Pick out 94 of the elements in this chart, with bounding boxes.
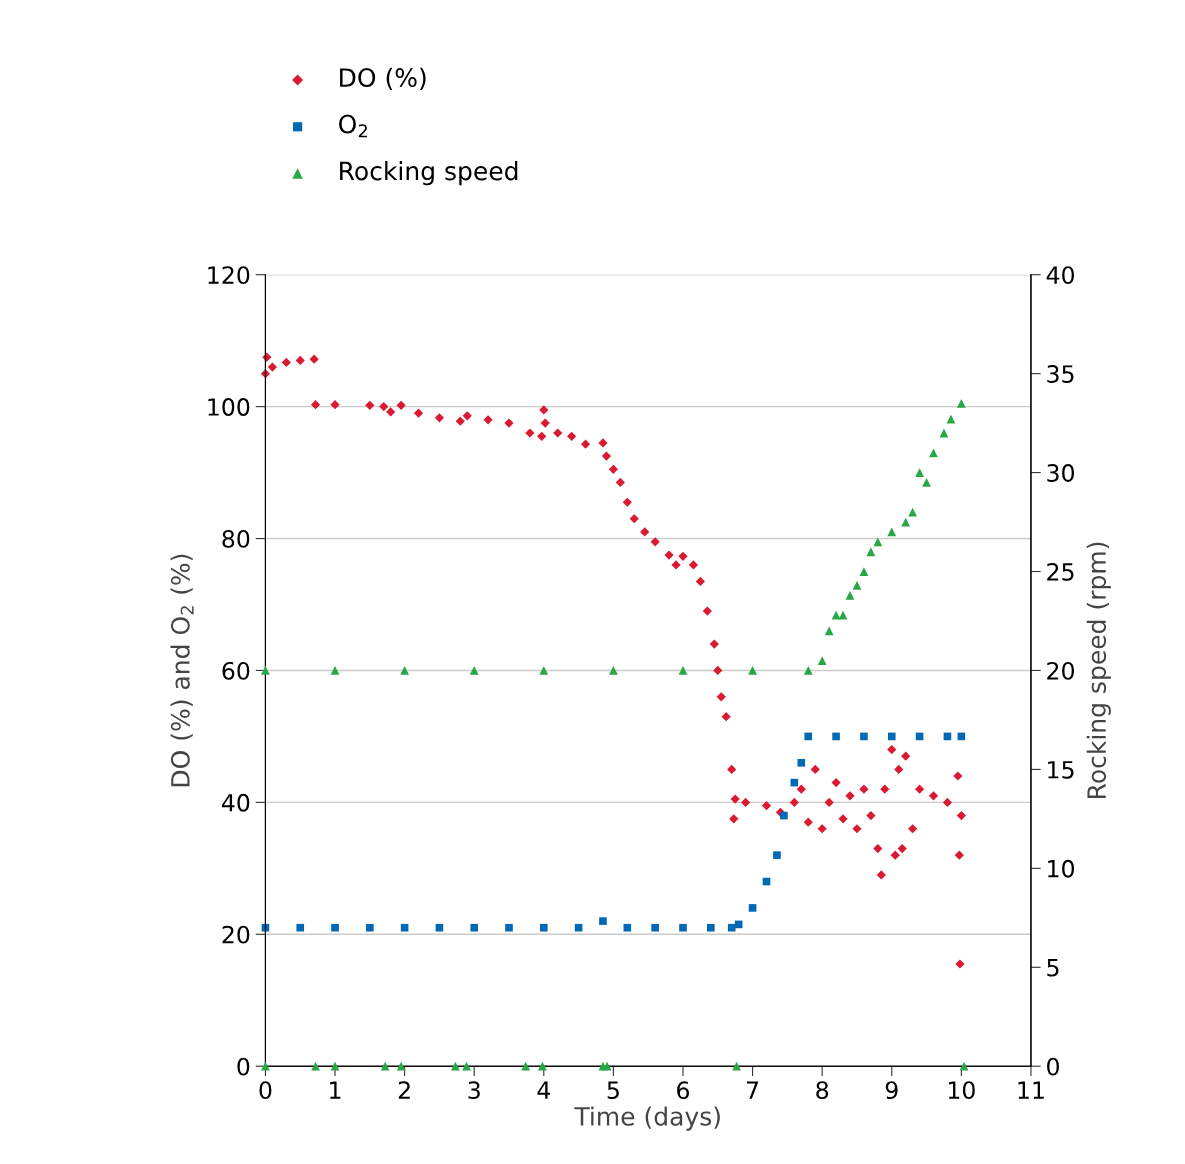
point — [908, 507, 918, 517]
point — [400, 923, 409, 932]
point — [929, 448, 938, 458]
point — [462, 1061, 471, 1071]
point — [331, 923, 339, 932]
y2-tick-label: 35 — [1047, 365, 1074, 383]
point — [797, 759, 806, 767]
point — [521, 1061, 531, 1071]
point — [435, 923, 444, 932]
point — [824, 626, 834, 636]
point — [804, 732, 813, 741]
point — [609, 666, 618, 675]
y-tick-label: 0 — [237, 1057, 250, 1076]
point — [296, 923, 305, 932]
point — [817, 656, 827, 665]
point — [366, 923, 374, 932]
point — [873, 537, 883, 547]
point — [946, 414, 956, 424]
point — [505, 923, 513, 932]
y2-tick-label: 5 — [1047, 959, 1059, 977]
point — [887, 527, 897, 537]
x-tick-label: 1 — [330, 1081, 341, 1099]
point — [780, 811, 788, 820]
point — [599, 917, 607, 925]
y2-axis-title: Rocking speed (rpm) — [1086, 542, 1111, 798]
point — [887, 732, 896, 741]
point — [831, 610, 841, 620]
point — [651, 923, 659, 932]
point — [261, 1061, 270, 1071]
point — [330, 666, 340, 675]
x-tick-label: 9 — [885, 1081, 898, 1100]
y-tick-label: 40 — [221, 793, 250, 812]
y2-tick-label: 40 — [1046, 266, 1075, 285]
point — [261, 666, 270, 675]
point — [470, 923, 479, 932]
point — [330, 1061, 340, 1071]
x-tick-label: 5 — [607, 1081, 619, 1100]
legend-label: Rocking speed — [340, 161, 518, 186]
y-tick-label: 60 — [222, 661, 250, 680]
point — [469, 666, 479, 675]
y2-tick-label: 25 — [1047, 562, 1074, 581]
point — [922, 478, 931, 487]
legend-label: O$_{2}$ — [339, 114, 367, 138]
legend-label: DO (%) — [340, 67, 426, 90]
point — [845, 590, 855, 600]
point — [400, 666, 410, 675]
point — [574, 923, 583, 932]
point — [311, 1061, 320, 1071]
point — [732, 1061, 741, 1071]
point — [679, 923, 687, 932]
point — [748, 666, 757, 675]
point — [678, 666, 688, 675]
point — [956, 398, 966, 408]
point — [803, 666, 813, 675]
y-tick-label: 20 — [222, 925, 250, 944]
x-tick-label: 0 — [259, 1081, 272, 1100]
x-tick-label: 2 — [398, 1081, 410, 1099]
point — [538, 1061, 547, 1071]
y-tick-label: 100 — [208, 398, 250, 416]
y-tick-label: 80 — [222, 529, 250, 548]
point — [866, 547, 876, 557]
point — [852, 580, 862, 590]
x-tick-label: 4 — [537, 1081, 550, 1099]
point — [860, 732, 868, 741]
point — [539, 666, 549, 675]
x-tick-label: 11 — [1018, 1081, 1044, 1099]
point — [959, 1061, 969, 1071]
point — [727, 923, 736, 932]
y2-tick-label: 20 — [1047, 661, 1075, 680]
point — [859, 567, 869, 576]
x-tick-label: 7 — [747, 1081, 759, 1099]
point — [623, 923, 632, 932]
x-tick-label: 10 — [948, 1081, 975, 1100]
x-tick-label: 6 — [677, 1081, 690, 1100]
y2-tick-label: 15 — [1048, 761, 1074, 779]
point — [451, 1061, 460, 1071]
point — [396, 1061, 406, 1071]
x-axis-title: Time (days) — [574, 1106, 720, 1131]
point — [901, 517, 911, 527]
point — [832, 732, 840, 741]
y2-tick-label: 10 — [1048, 859, 1075, 878]
x-tick-label: 8 — [816, 1081, 829, 1100]
point — [915, 468, 924, 477]
x-tick-label: 3 — [468, 1081, 480, 1100]
point — [748, 904, 757, 912]
point — [540, 923, 548, 932]
y2-tick-label: 30 — [1047, 464, 1075, 482]
y-axis-title: DO (%) and O$_{2}$ (%) — [170, 554, 194, 787]
y-tick-label: 120 — [208, 266, 250, 285]
y2-tick-label: 0 — [1047, 1057, 1059, 1076]
point — [602, 1061, 612, 1071]
point — [380, 1061, 390, 1071]
point — [707, 923, 715, 932]
point — [773, 851, 781, 859]
